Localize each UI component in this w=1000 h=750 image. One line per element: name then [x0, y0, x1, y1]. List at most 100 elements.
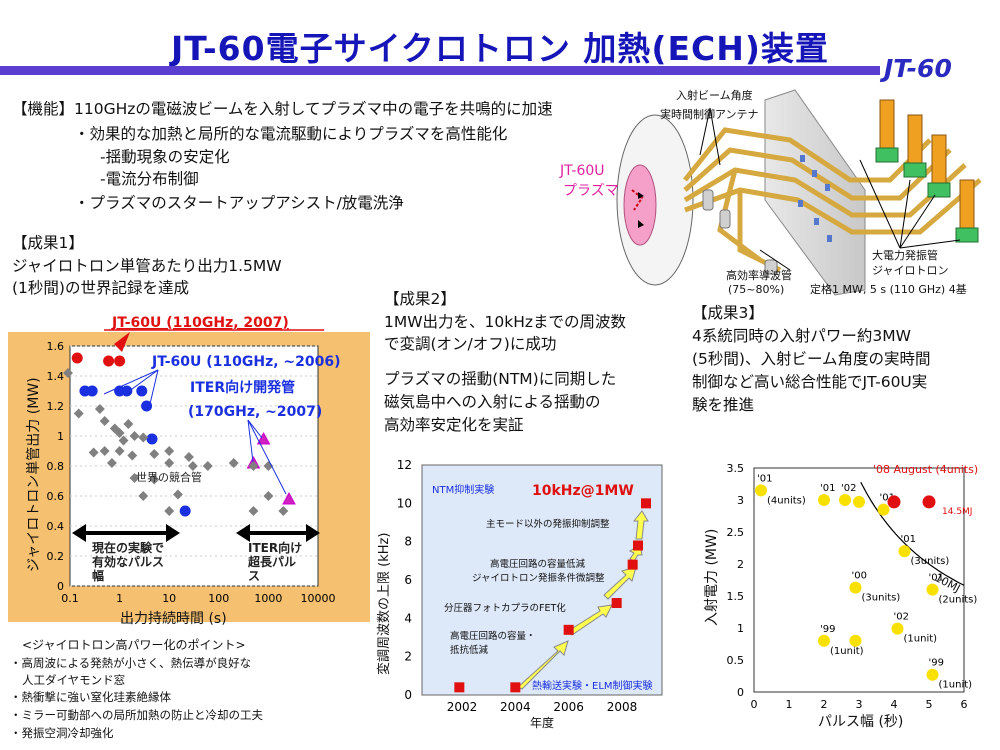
chart3-ytick-label: 3.5: [727, 462, 745, 475]
result2-line-5: 高効率安定化を実証: [384, 416, 524, 434]
chart3-ytick-label: 3: [737, 494, 744, 507]
chart3-point-label: (4units): [767, 495, 806, 506]
chart3-point: [898, 545, 911, 558]
points-line-3: ・熱衝撃に強い窒化珪素絶縁体: [10, 690, 171, 704]
function-line-5: ・プラズマのスタートアップアシスト/放電洗浄: [74, 194, 404, 212]
chart1-point-iter: [282, 491, 296, 505]
chart2-ytick-label: 4: [404, 611, 412, 625]
ech-system-diagram: [616, 89, 982, 296]
chart3-point-label: '02: [894, 612, 909, 623]
chart3-point-label: '01: [880, 493, 895, 504]
chart3-xlabel: パルス幅 (秒): [818, 714, 903, 730]
chart2-ylabel: 変調周波数の上限 (kHz): [376, 533, 392, 675]
chart2-point: [563, 624, 574, 635]
title-underline: [0, 66, 880, 75]
waveguide-label-1: 高効率導波管: [726, 269, 792, 282]
chart1-ytick-label: 0.8: [47, 460, 65, 473]
chart2-annotation-step1-2: 抵抗低減: [450, 644, 489, 656]
chart3-point-label: '99: [929, 658, 944, 669]
chart3-point: [839, 494, 851, 506]
label-leader-lines: [699, 107, 961, 271]
chart2-ytick-label: 8: [404, 535, 412, 549]
chart1-point-competitor: [248, 461, 259, 471]
chart1-point-jt60u-2007: [103, 355, 115, 367]
chart3-point-label: (2units): [939, 595, 978, 606]
chart1-point-jt60u-2006: [146, 433, 158, 445]
result3-line-2: (5秒間)、入射ビーム角度の実時間: [692, 350, 931, 368]
gyrotron-shapes: [875, 99, 979, 243]
chart2-point: [611, 598, 622, 608]
points-line-1: ・高周波による発熱が小さく、熱伝導が良好な: [10, 656, 252, 670]
chart1-xtick-label: 10: [162, 592, 176, 605]
chart1-ytick-label: 0.2: [47, 550, 65, 563]
chart1-ytick-label: 0.6: [47, 490, 65, 503]
result3-heading: 【成果3】: [692, 304, 764, 322]
chart1-point-competitor: [149, 474, 160, 485]
chart1-point-competitor: [129, 431, 140, 441]
chart1-point-competitor: [202, 461, 213, 471]
chart1-point-jt60u-2006: [141, 400, 153, 412]
result1-heading: 【成果1】: [12, 234, 84, 252]
chart1-point-competitor: [129, 473, 140, 483]
chart1-point-competitor: [138, 491, 149, 501]
chart1-point-competitor: [164, 506, 175, 516]
chart3-point: [818, 634, 830, 647]
chart1-annotation-2007: JT-60U (110GHz, 2007): [111, 315, 289, 331]
result1-line-2: (1秒間)の世界記録を達成: [12, 279, 189, 297]
chart3-point: [926, 583, 939, 596]
chart1-ytick-label: 0: [57, 580, 64, 593]
chart1-point-iter: [256, 431, 271, 445]
chart1-point-competitor: [149, 449, 160, 459]
chart3-ylabel: 入射電力 (MW): [704, 529, 720, 626]
chart1-annotation-iter-1: ITER向け開発管: [190, 379, 295, 396]
chart2-point: [633, 540, 643, 551]
chart3-point: [891, 622, 904, 635]
chart2-point: [454, 682, 465, 693]
gyrotron-label-2: ジャイロトロン: [872, 264, 949, 277]
result1-line-1: ジャイロトロン単管あたり出力1.5MW: [12, 257, 282, 275]
result2-heading: 【成果2】: [384, 290, 456, 308]
chart1-point-competitor: [164, 458, 175, 468]
points-line-2: 人工ダイヤモンド窓: [22, 673, 126, 687]
chart3-point-label: (3units): [862, 593, 901, 604]
chart1-point-competitor: [248, 506, 259, 516]
chart3-point: [755, 484, 767, 497]
chart1-annotation-iter-pulse-2: 超長パル: [247, 554, 296, 569]
chart3-xtick-label: 4: [891, 698, 898, 711]
chart3-point: [818, 494, 830, 506]
chart2-xtick-label: 2004: [500, 700, 531, 714]
chart1-annotation-current-2: 有効なパルス: [92, 554, 164, 569]
chart1-annotation-iter-2: (170GHz, ~2007): [188, 404, 322, 420]
chart3-point-label: (3units): [911, 556, 950, 567]
chart1-xtick-label: 1: [116, 592, 123, 605]
chart2-annotation-ntm: NTM抑制実験: [432, 483, 494, 496]
chart1-point-competitor: [123, 419, 134, 429]
result2-line-3: プラズマの揺動(NTM)に同期した: [384, 370, 617, 388]
result3-line-4: 験を推進: [692, 396, 755, 414]
chart3-ytick-label: 2.5: [727, 526, 745, 539]
chart2-ytick-label: 2: [404, 650, 412, 664]
chart3-point-label: '01: [929, 573, 944, 584]
chart1-annotation-iter-pulse-1: ITER向け: [248, 540, 302, 555]
plasma-label-2: プラズマ: [563, 183, 619, 199]
chart2-xlabel: 年度: [530, 715, 554, 730]
chart1-ytick-label: 0.4: [47, 520, 65, 533]
chart3-ytick-label: 0.5: [727, 654, 745, 667]
chart2-xtick-label: 2006: [553, 700, 584, 714]
chart3-recent-annotation: 14.5MJ: [942, 507, 972, 517]
chart1-annotation-current-3: 幅: [92, 568, 104, 583]
function-line-1: 【機能】110GHzの電磁波ビームを入射してプラズマ中の電子を共鳴的に加速: [12, 100, 553, 118]
chart2-ytick-label: 12: [397, 458, 412, 472]
chart2-annotation-step1-1: 高電圧回路の容量・: [450, 630, 536, 642]
chart1-annotation-current-1: 現在の実験で: [92, 540, 164, 555]
chart2-point: [627, 559, 638, 570]
function-line-3: -揺動現象の安定化: [100, 148, 230, 166]
chart1-xtick-label: 1000: [254, 592, 282, 605]
waveguide-label-2: (75~80%): [728, 283, 785, 296]
chart3-point-label: '99: [820, 624, 835, 635]
chart3-point-label: '01: [757, 473, 772, 484]
chart3-ytick-label: 0: [737, 686, 744, 699]
chart2-point: [641, 498, 651, 509]
chart2-annotation-step4: 主モード以外の発振抑制調整: [486, 518, 610, 530]
chart3-point-label: (1unit): [904, 634, 938, 645]
